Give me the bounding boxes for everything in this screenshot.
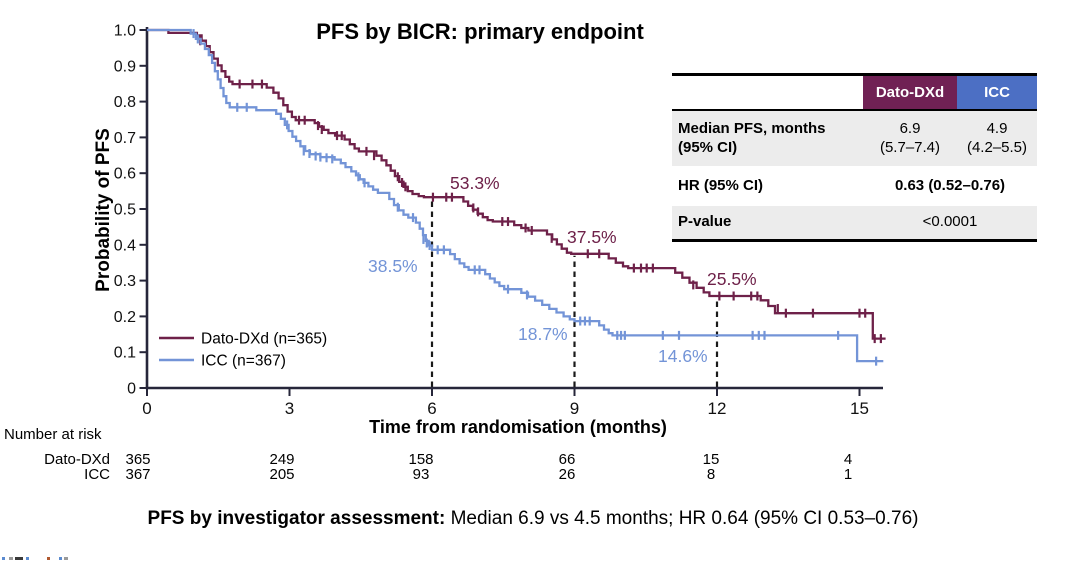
milestone-label-38.5pct: 38.5% — [368, 256, 418, 276]
risk-value: 4 — [843, 451, 853, 468]
risk-value: 205 — [269, 466, 295, 483]
y-tick-label: 0.4 — [114, 237, 136, 254]
milestone-label-14.6pct: 14.6% — [658, 346, 708, 366]
hr-value: 0.63 (0.52–0.76) — [894, 176, 1006, 194]
pvalue-label: P-value — [678, 213, 732, 231]
risk-value: 26 — [558, 466, 576, 483]
stats-header-empty — [672, 76, 863, 109]
risk-value: 158 — [408, 451, 434, 468]
stats-row-median: Median PFS, months (95% CI) 6.9 (5.7–7.4… — [672, 111, 1037, 166]
milestone-label-25.5pct: 25.5% — [707, 269, 757, 289]
y-tick-label: 0.2 — [114, 309, 136, 326]
risk-value: 15 — [702, 451, 720, 468]
km-curve-icc — [147, 28, 884, 363]
risk-row-label-Dato-DXd: Dato-DXd — [44, 451, 110, 468]
stats-header-icc: ICC — [957, 76, 1037, 109]
y-axis-title: Probability of PFS — [93, 128, 114, 292]
stats-header-dato: Dato-DXd — [863, 76, 957, 109]
x-tick-label: 15 — [850, 399, 869, 418]
x-tick-label: 12 — [708, 399, 727, 418]
stats-table-header-row: Dato-DXd ICC — [672, 76, 1037, 111]
x-tick-label: 6 — [427, 399, 436, 418]
y-tick-label: 0.3 — [114, 273, 136, 290]
x-tick-label: 0 — [142, 399, 151, 418]
stats-table: Dato-DXd ICC Median PFS, months (95% CI)… — [672, 73, 1037, 242]
footer-summary-lead: PFS by investigator assessment: — [147, 508, 446, 529]
y-tick-label: 0 — [127, 381, 136, 398]
risk-value: 1 — [843, 466, 853, 483]
median-value-icc: 4.9 (4.2–5.5) — [966, 120, 1028, 156]
y-tick-label: 0.1 — [114, 345, 136, 362]
stats-row-pvalue: P-value <0.0001 — [672, 206, 1037, 239]
y-tick-label: 0.7 — [114, 130, 136, 147]
y-tick-label: 0.5 — [114, 202, 136, 219]
median-value-dato: 6.9 (5.7–7.4) — [879, 120, 941, 156]
risk-value: 365 — [125, 451, 151, 468]
stats-row-hr: HR (95% CI) 0.63 (0.52–0.76) — [672, 166, 1037, 206]
hr-label: HR (95% CI) — [678, 176, 764, 194]
y-tick-label: 0.6 — [114, 166, 136, 183]
risk-value: 66 — [558, 451, 576, 468]
footer-summary: PFS by investigator assessment: Median 6… — [0, 508, 1066, 530]
risk-value: 8 — [706, 466, 716, 483]
median-label: Median PFS, months (95% CI) — [678, 120, 826, 156]
number-at-risk-title: Number at risk — [4, 426, 102, 443]
y-tick-label: 1.0 — [114, 23, 136, 40]
legend-label-dato: Dato-DXd (n=365) — [201, 331, 327, 348]
y-tick-label: 0.8 — [114, 94, 136, 111]
milestone-label-37.5pct: 37.5% — [567, 227, 617, 247]
milestone-label-53.3pct: 53.3% — [450, 173, 500, 193]
risk-row-label-ICC: ICC — [84, 466, 110, 483]
page-title: PFS by BICR: primary endpoint — [316, 19, 644, 44]
risk-value: 93 — [412, 466, 430, 483]
pvalue-value: <0.0001 — [922, 213, 978, 231]
y-tick-label: 0.9 — [114, 58, 136, 75]
x-tick-label: 9 — [570, 399, 579, 418]
x-tick-label: 3 — [285, 399, 294, 418]
risk-value: 367 — [125, 466, 151, 483]
risk-value: 249 — [269, 451, 295, 468]
legend-label-icc: ICC (n=367) — [201, 353, 286, 370]
x-axis-title: Time from randomisation (months) — [369, 417, 667, 437]
footer-summary-rest: Median 6.9 vs 4.5 months; HR 0.64 (95% C… — [445, 508, 919, 529]
milestone-label-18.7pct: 18.7% — [518, 324, 568, 344]
